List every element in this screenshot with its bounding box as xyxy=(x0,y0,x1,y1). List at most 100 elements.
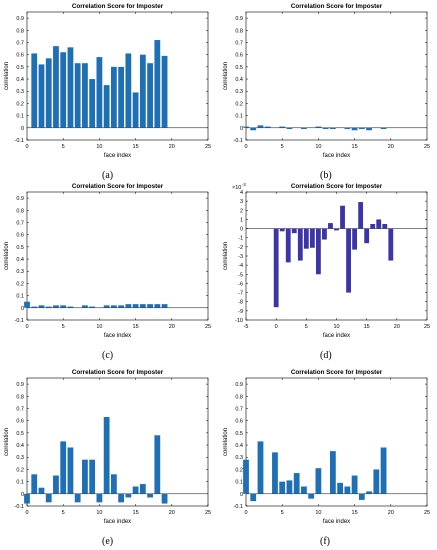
y-tick-label: 0.1 xyxy=(235,114,243,120)
bar xyxy=(118,66,125,128)
bar xyxy=(53,305,59,308)
y-tick-label: 0.2 xyxy=(16,467,24,473)
bar xyxy=(373,469,380,494)
bar xyxy=(103,305,110,308)
x-tick-label: 25 xyxy=(424,510,430,516)
bar xyxy=(132,486,139,494)
chart-title: Correlation Score for Imposter xyxy=(72,3,164,10)
bar xyxy=(337,482,344,494)
y-tick-label: 0 xyxy=(21,492,24,498)
y-tick-label: 0 xyxy=(21,126,24,132)
bar xyxy=(67,47,74,128)
bar xyxy=(60,441,67,494)
chart-panel-d: Correlation Score for Imposter -10 -9 -8 -7-… xyxy=(219,180,435,348)
bar xyxy=(264,126,271,128)
bar xyxy=(293,473,300,494)
y-tick-label: 0.7 xyxy=(235,406,243,412)
bar xyxy=(45,58,52,128)
bar xyxy=(38,305,45,308)
y-tick-label: 1 xyxy=(240,217,243,223)
bar xyxy=(38,487,45,494)
bar xyxy=(364,228,370,244)
y-tick-label: 0.7 xyxy=(16,40,24,46)
y-tick-label: 0.4 xyxy=(16,443,24,449)
y-tick-label: 4 xyxy=(240,190,243,196)
y-tick-label: 0.6 xyxy=(235,53,243,59)
x-tick-label: 5 xyxy=(305,324,308,330)
y-tick-label: -3 xyxy=(238,254,243,260)
panel-label-c: (c) xyxy=(102,350,114,361)
bar xyxy=(45,493,52,503)
bar xyxy=(351,127,358,131)
bar xyxy=(370,224,376,229)
plot-area xyxy=(245,191,428,321)
x-tick-label: 20 xyxy=(169,324,175,330)
bar xyxy=(315,126,322,128)
y-tick-label: 0.6 xyxy=(16,419,24,425)
x-tick-label: 25 xyxy=(205,144,211,150)
y-tick-label: 0.1 xyxy=(16,480,24,486)
bar xyxy=(286,127,293,130)
x-tick-label: 10 xyxy=(315,510,321,516)
bar xyxy=(380,127,387,130)
bar xyxy=(147,493,153,498)
bar xyxy=(358,127,365,130)
y-tick-label: 0.8 xyxy=(16,28,24,34)
bar xyxy=(329,451,336,494)
chart-title: Correlation Score for Imposter xyxy=(72,369,164,376)
bar xyxy=(279,228,285,232)
bar xyxy=(301,486,307,494)
y-tick-label: 0.8 xyxy=(16,208,24,214)
y-tick-label: 0.8 xyxy=(16,394,24,400)
x-axis-label: face index xyxy=(104,519,131,525)
axis-multiplier-exponent: -3 xyxy=(242,182,246,187)
bar xyxy=(250,127,257,131)
x-tick-label: 10 xyxy=(315,144,321,150)
bar xyxy=(315,468,322,494)
axis-multiplier: ×10 xyxy=(232,185,241,191)
panel-label-b: (b) xyxy=(320,170,332,181)
bar xyxy=(118,493,125,503)
y-tick-label: 0.7 xyxy=(235,40,243,46)
y-tick-label: 0.2 xyxy=(16,101,24,107)
bar xyxy=(279,126,286,128)
bar xyxy=(53,475,59,494)
bar xyxy=(60,52,67,128)
bar xyxy=(315,228,321,275)
bar xyxy=(250,493,257,502)
bar xyxy=(273,228,279,308)
y-tick-label: 0.5 xyxy=(235,431,243,437)
bar xyxy=(139,484,146,494)
y-tick-label: 0.9 xyxy=(16,16,24,22)
x-tick-label: 15 xyxy=(133,144,139,150)
y-tick-label: 0 xyxy=(240,126,243,132)
bar xyxy=(89,306,96,308)
x-tick-label: 10 xyxy=(96,144,102,150)
x-tick-label: 15 xyxy=(352,510,358,516)
bar xyxy=(286,480,293,494)
bar xyxy=(322,127,329,130)
bar xyxy=(243,459,249,494)
y-tick-label: -6 xyxy=(238,281,243,287)
chart-title: Correlation Score for Imposter xyxy=(291,183,383,190)
y-axis-label: correlation xyxy=(223,62,229,90)
y-tick-label: 0.1 xyxy=(235,480,243,486)
x-tick-label: 20 xyxy=(169,144,175,150)
bar xyxy=(60,305,67,308)
x-tick-label: 20 xyxy=(388,144,394,150)
x-axis-label: face index xyxy=(104,153,131,159)
bar xyxy=(82,63,88,128)
bar xyxy=(382,224,388,229)
y-tick-label: -0.1 xyxy=(15,138,24,144)
y-axis-label: correlation xyxy=(223,428,229,456)
x-tick-label: 0 xyxy=(25,144,28,150)
bar xyxy=(45,306,52,308)
bar xyxy=(308,493,315,499)
bar xyxy=(110,66,117,128)
bar xyxy=(103,417,110,494)
y-tick-label: 0.7 xyxy=(16,220,24,226)
bar xyxy=(74,493,81,503)
bar xyxy=(340,205,345,229)
x-tick-label: 25 xyxy=(424,324,430,330)
